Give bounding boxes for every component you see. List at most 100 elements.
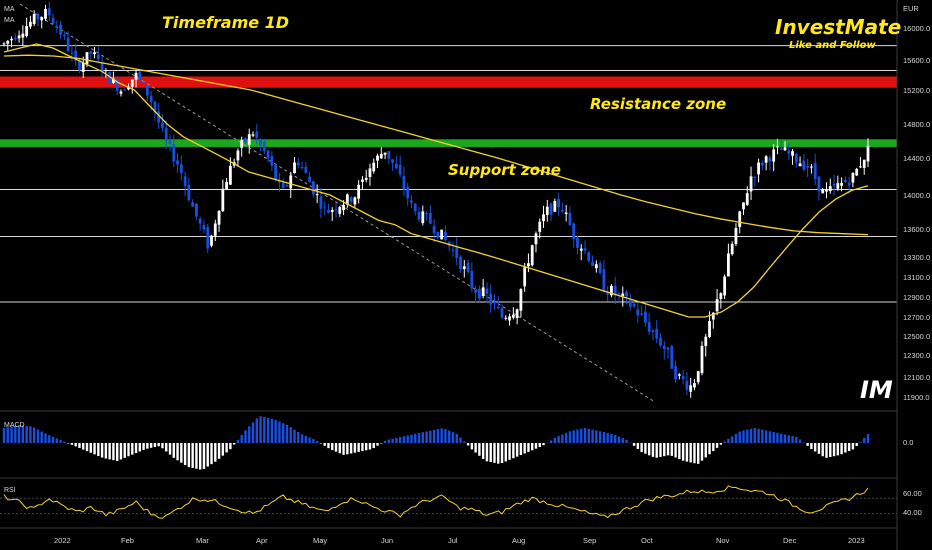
price-tick-label: 13600.0 — [903, 225, 930, 234]
macd-bar — [319, 443, 323, 444]
macd-bar — [221, 443, 225, 456]
candle-body — [598, 263, 602, 273]
macd-bar — [383, 440, 387, 443]
candle-body — [545, 206, 549, 216]
macd-bar — [51, 436, 55, 443]
macd-bar — [55, 438, 59, 443]
macd-bar — [206, 443, 209, 467]
candle-body — [85, 52, 89, 64]
macd-bar — [240, 434, 243, 443]
candle-body — [145, 84, 149, 96]
candle-body — [161, 122, 164, 128]
macd-bar — [697, 443, 700, 464]
price-tick-label: 12500.0 — [903, 332, 930, 341]
macd-bar — [361, 443, 364, 452]
candle-body — [806, 166, 810, 168]
macd-bar — [417, 433, 421, 443]
macd-bar — [459, 437, 462, 443]
macd-bar — [821, 443, 824, 457]
candle-body — [281, 182, 285, 188]
candle-body — [345, 194, 349, 205]
candle-body — [372, 162, 376, 172]
candle-body — [225, 181, 229, 190]
macd-bar — [202, 443, 206, 469]
macd-bar — [176, 443, 179, 461]
macd-bar — [274, 420, 277, 443]
macd-bar — [761, 429, 764, 443]
currency-label: EUR — [903, 4, 919, 13]
macd-bar — [806, 443, 809, 446]
macd-bar — [753, 428, 757, 443]
macd-bar — [32, 427, 36, 443]
price-tick-label: 11900.0 — [903, 393, 930, 402]
macd-bar — [40, 431, 43, 443]
candle-body — [361, 179, 364, 182]
candle-body — [791, 151, 794, 156]
candle-body — [538, 221, 542, 232]
macd-bar — [527, 443, 530, 452]
macd-bar — [161, 443, 164, 449]
candle-body — [112, 78, 115, 83]
macd-bar — [353, 443, 357, 453]
resistance-annotation: Resistance zone — [590, 95, 726, 113]
candle-body — [130, 79, 134, 87]
date-tick-label: May — [313, 536, 327, 545]
macd-bar — [678, 443, 681, 460]
candle-body — [327, 209, 330, 213]
candle-body — [625, 292, 628, 297]
date-tick-label: Jun — [381, 536, 393, 545]
macd-bar — [768, 431, 772, 443]
macd-bar — [138, 443, 142, 452]
macd-bar — [681, 443, 685, 461]
candle-body — [594, 264, 598, 269]
macd-bar — [217, 443, 221, 459]
candle-body — [134, 72, 138, 80]
candle-body — [353, 197, 357, 205]
date-tick-label: Jul — [448, 536, 458, 545]
candle-body — [643, 311, 647, 323]
candle-body — [319, 196, 323, 209]
candle-body — [511, 314, 515, 318]
candle-body — [753, 176, 757, 178]
candle-body — [383, 152, 387, 155]
candle-body — [708, 321, 711, 337]
macd-bar — [59, 439, 62, 443]
candle-body — [677, 374, 681, 376]
macd-bar — [451, 432, 455, 443]
candle-body — [745, 193, 749, 205]
macd-bar — [104, 443, 108, 459]
macd-bar — [564, 432, 568, 443]
macd-bar — [285, 424, 289, 443]
price-tick-label: 13300.0 — [903, 253, 930, 262]
candle-body — [387, 151, 391, 159]
macd-bar — [866, 434, 870, 443]
macd-bar — [531, 443, 534, 451]
candle-body — [610, 285, 613, 296]
candle-body — [549, 203, 553, 215]
candle-body — [462, 266, 466, 269]
macd-bar — [644, 443, 647, 454]
macd-bar — [844, 443, 847, 453]
macd-bar — [602, 432, 606, 443]
candle-body — [74, 50, 78, 61]
macd-bar — [432, 429, 436, 443]
macd-bar — [629, 442, 632, 444]
candle-body — [44, 9, 47, 19]
macd-bar — [25, 425, 28, 443]
candle-body — [843, 179, 847, 183]
candle-body — [776, 146, 779, 148]
macd-bar — [481, 443, 485, 459]
macd-bar — [402, 436, 406, 443]
macd-bar — [647, 443, 651, 456]
candle-body — [621, 293, 625, 297]
macd-bar — [327, 443, 330, 449]
candle-body — [519, 289, 523, 311]
macd-bar — [236, 439, 240, 443]
macd-bar — [119, 443, 123, 460]
macd-bar — [368, 443, 372, 450]
candle-body — [96, 54, 100, 60]
macd-bar — [855, 443, 858, 446]
candle-body — [444, 231, 447, 241]
macd-bar — [44, 433, 47, 443]
candle-body — [379, 154, 383, 159]
